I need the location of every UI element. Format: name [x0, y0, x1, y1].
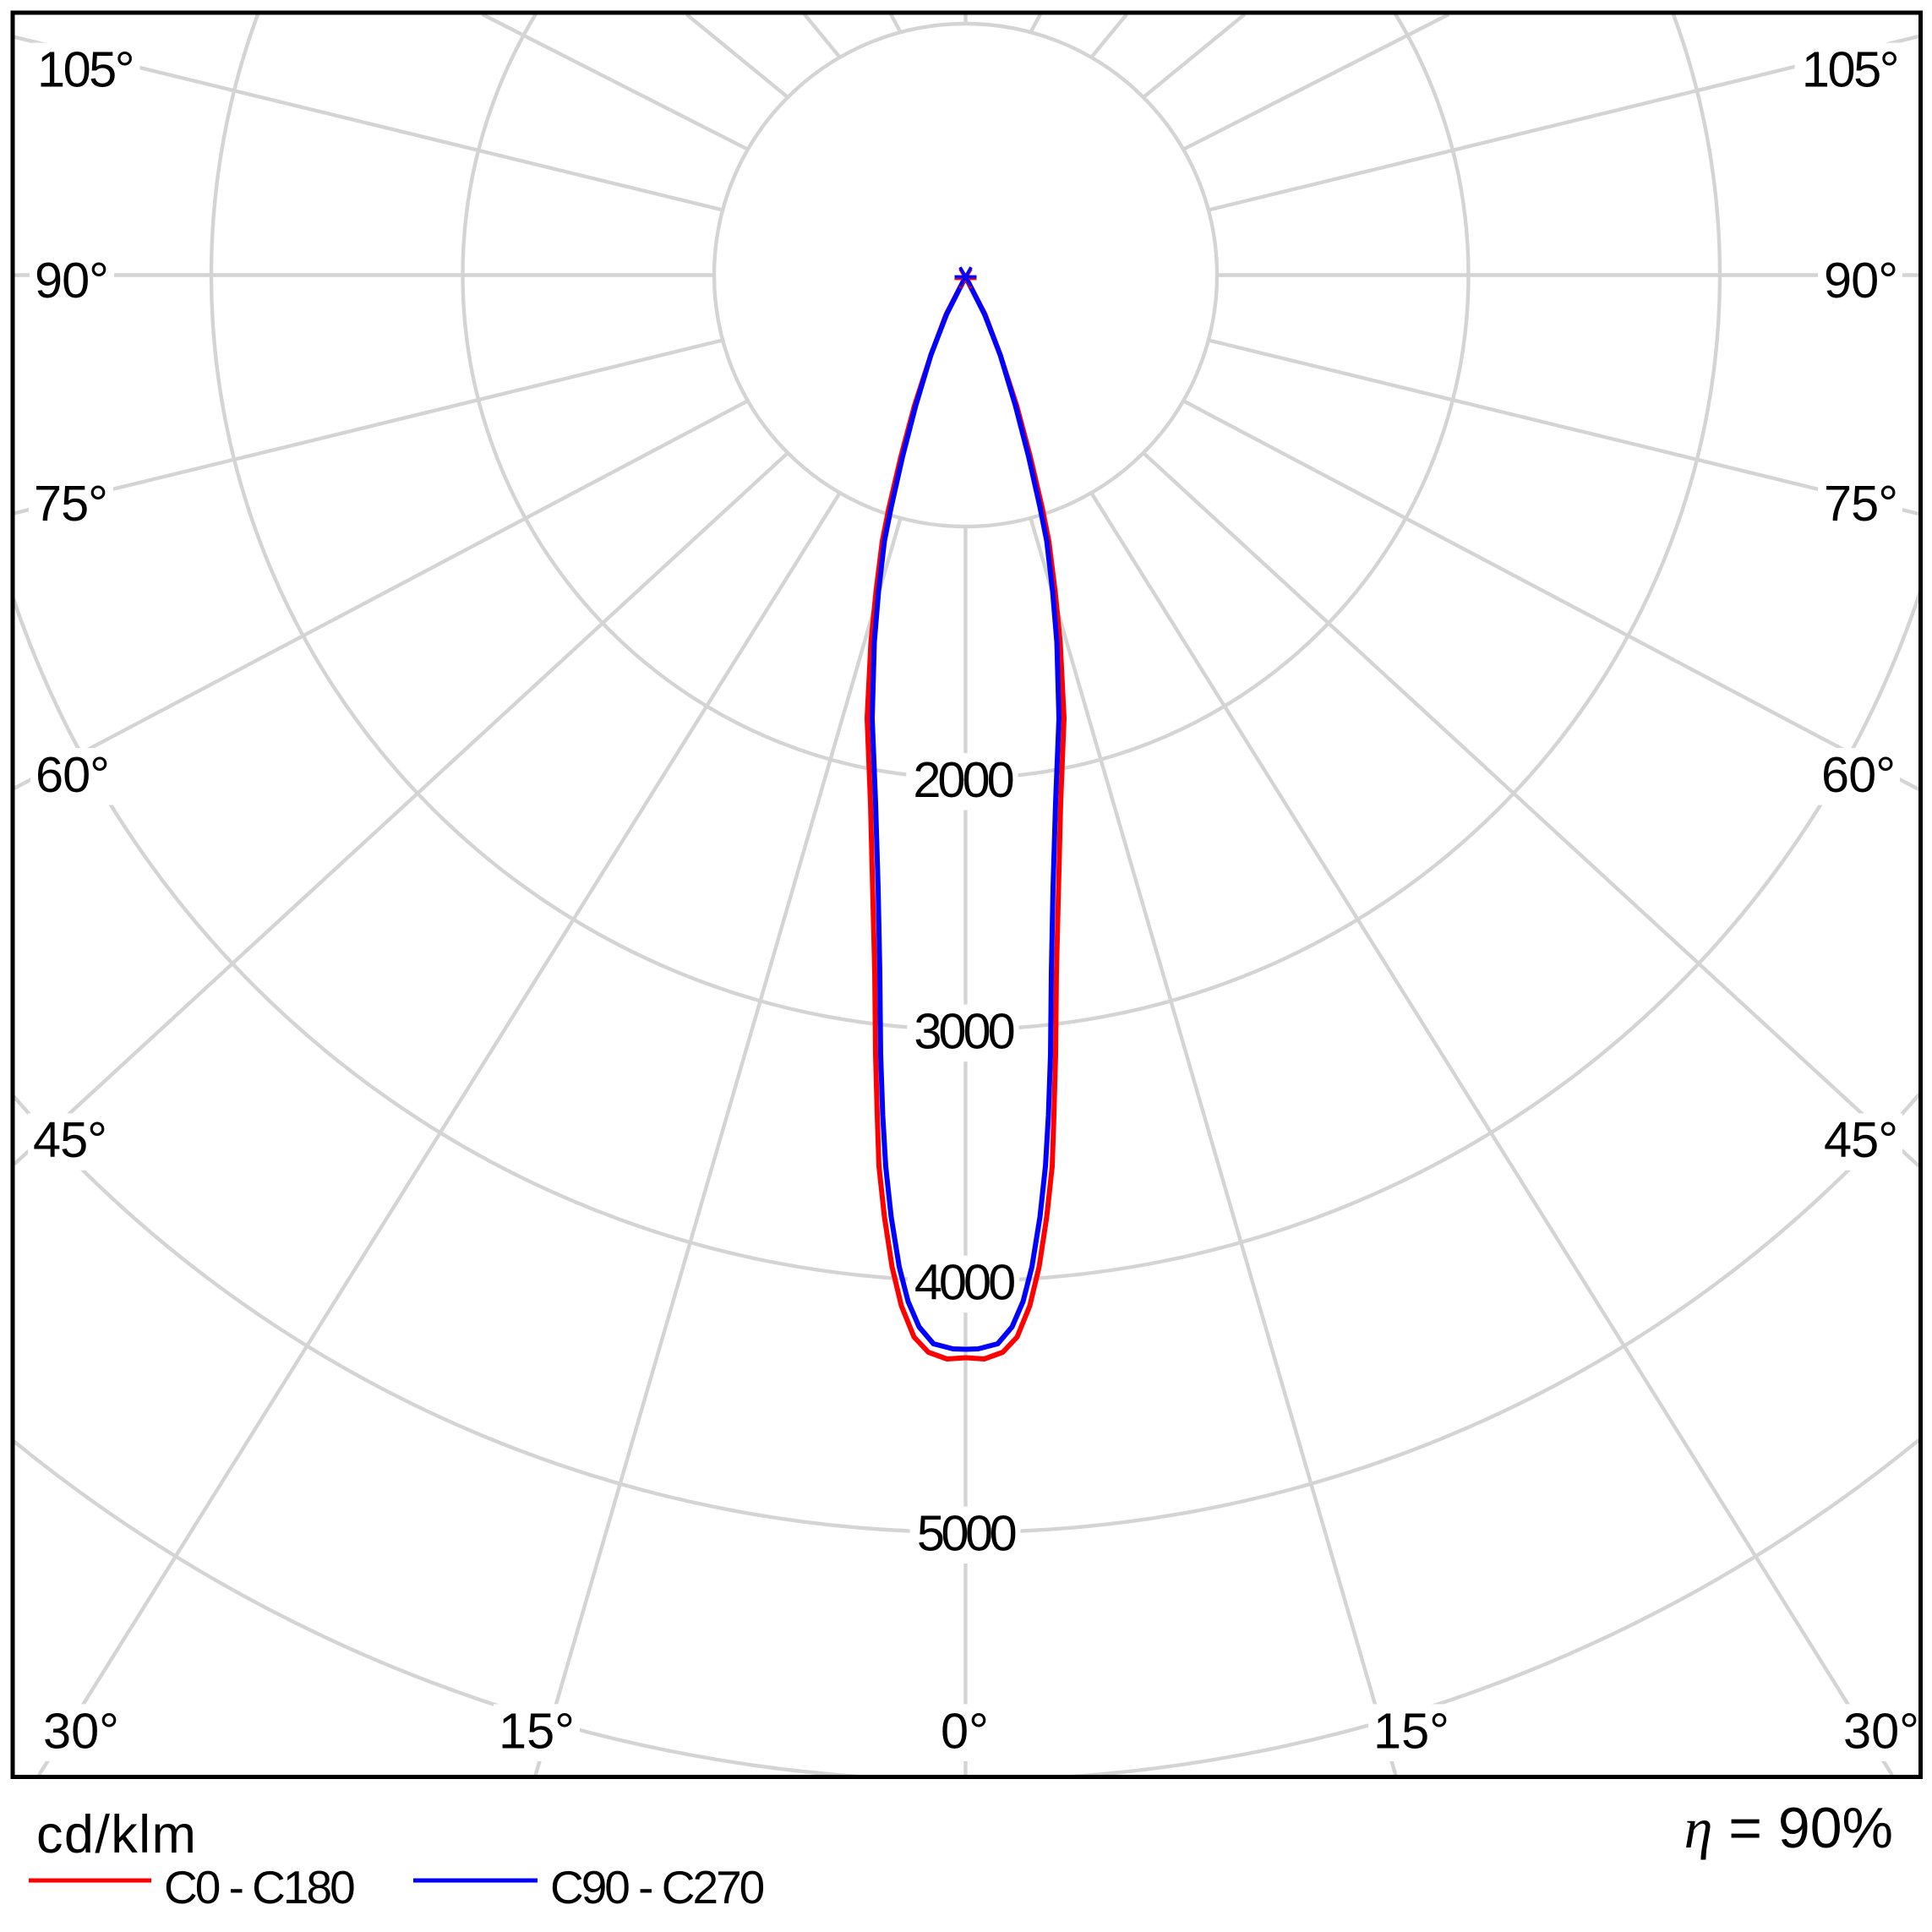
svg-text:5000: 5000 [917, 1505, 1016, 1562]
svg-text:60°: 60° [1821, 746, 1895, 803]
svg-text:4000: 4000 [914, 1254, 1014, 1311]
svg-text:0°: 0° [941, 1702, 989, 1759]
svg-text:60°: 60° [35, 746, 109, 803]
svg-text:105°: 105° [1802, 41, 1897, 98]
svg-text:2000: 2000 [913, 751, 1012, 808]
svg-text:45°: 45° [33, 1111, 106, 1168]
svg-text:cd/klm: cd/klm [36, 1805, 197, 1864]
svg-text:75°: 75° [34, 475, 107, 532]
svg-text:15°: 15° [1373, 1702, 1449, 1759]
svg-text:90°: 90° [1824, 252, 1897, 308]
svg-text:η = 90%: η = 90% [1684, 1796, 1893, 1860]
svg-text:105°: 105° [37, 41, 133, 98]
svg-text:30°: 30° [1843, 1702, 1919, 1759]
svg-text:3000: 3000 [914, 1003, 1013, 1060]
svg-text:90°: 90° [35, 252, 108, 308]
svg-text:C0 - C180: C0 - C180 [164, 1861, 354, 1913]
svg-text:75°: 75° [1824, 475, 1897, 532]
svg-text:30°: 30° [43, 1702, 119, 1759]
svg-text:15°: 15° [499, 1702, 575, 1759]
svg-text:C90 - C270: C90 - C270 [550, 1861, 764, 1913]
svg-text:45°: 45° [1824, 1111, 1897, 1168]
